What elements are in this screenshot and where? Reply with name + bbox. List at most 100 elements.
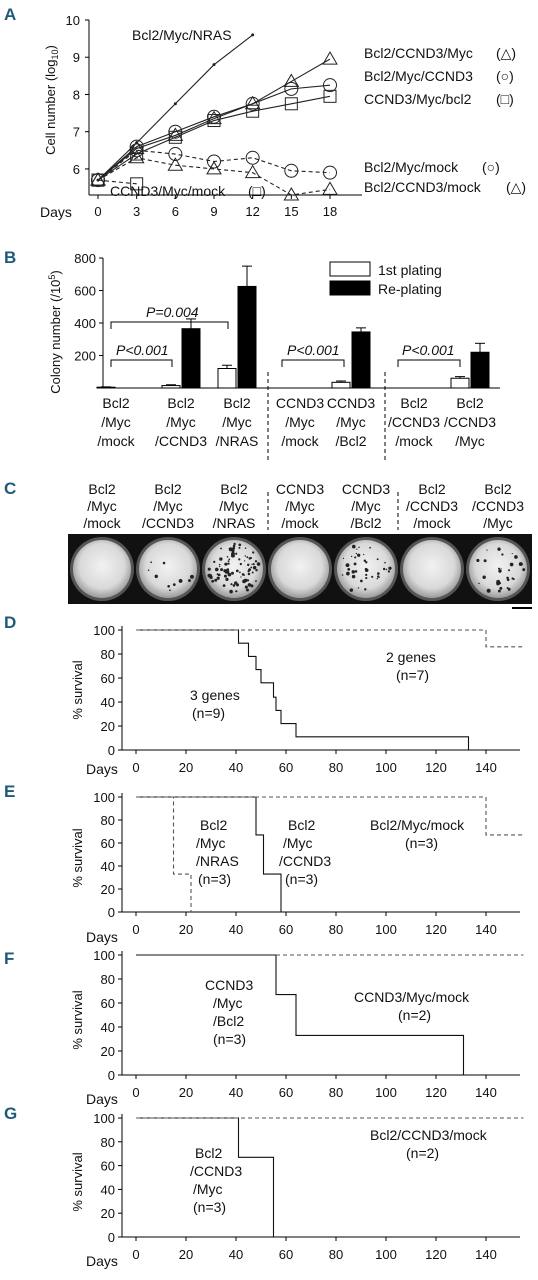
c-well-label: /mock [281,515,319,531]
survival-x-tick-label: 140 [475,922,497,937]
colony-dot [249,556,252,560]
colony-dot [353,562,357,566]
colony-dot [497,547,501,551]
survival-x-tick-label: 20 [179,922,193,937]
a-series-line [97,95,331,181]
colony-dot [243,560,246,562]
colony-dot [231,552,235,556]
a-point-triangle [322,51,338,65]
colony-dot [499,586,503,590]
colony-dot [521,563,524,566]
c-well-label: Bcl2 [484,481,511,497]
colony-dot [486,588,491,593]
survival-y-tick-label: 60 [101,836,115,851]
legend-symbol-triangle-mock: (△) [506,179,526,195]
colony-dot [365,561,368,564]
colony-dot [229,589,233,594]
b-y-tick-label: 800 [74,251,96,266]
survival-curve [136,796,524,836]
colony-dot [248,568,252,572]
colony-dot [382,567,386,571]
c-well-label: Bcl2 [154,481,181,497]
a-point-triangle [244,95,261,110]
series-label-bcl2-ccnd3-mock: Bcl2/CCND3/mock [364,179,482,195]
b-group-label: /CCND3 [388,414,440,430]
panel-b-bars [96,265,490,389]
b-group-label: /mock [395,433,433,449]
colony-dot [231,572,233,574]
survival-x-tick-label: 40 [229,922,243,937]
a-point-square [207,114,221,128]
bar-replating [470,351,490,389]
colony-dot [230,583,233,586]
colony-dot [222,584,226,588]
colony-dot [242,579,246,584]
c-well-label: /mock [83,515,121,531]
colony-dot [220,557,223,560]
a-point-triangle [90,172,106,186]
colony-dot [354,556,357,559]
label-f-n: (n=3) [213,1031,246,1047]
colony-dot [244,555,247,557]
colony-dot [342,557,345,560]
colony-dot [345,563,350,568]
colony-dot [254,566,256,569]
colony-dot [235,590,238,593]
pvalue-2: P<0.001 [116,342,169,358]
colony-dot [233,542,236,546]
colony-dot [501,553,504,556]
a-point-triangle [206,110,222,125]
colony-dot [356,548,358,550]
legend-swatch-first [329,261,371,277]
well [73,540,131,598]
legend-symbol-square: (□) [496,91,514,107]
survival-y-tick-label: 20 [101,1206,115,1221]
a-point-square [284,97,298,111]
label-g-n: (n=3) [193,1199,226,1215]
survival-x-tick-label: 0 [132,1247,139,1262]
a-y-tick-label: 8 [73,87,80,102]
panel-a-series [90,33,338,201]
c-well-label: /Myc [285,498,315,514]
colony-dot [346,571,350,576]
colony-dot [251,563,253,565]
colony-dot [154,574,158,579]
a-point-circle [245,150,260,165]
label-g-mock-n: (n=2) [406,1145,439,1161]
panel-d-letter: D [4,613,16,632]
colony-dot [231,548,235,552]
colony-dot [251,571,254,574]
survival-y-tick-label: 40 [101,859,115,874]
survival-y-tick-label: 100 [93,623,115,638]
series-label-ccnd3-myc-bcl2: CCND3/Myc/bcl2 [364,91,472,107]
b-group-label: Bcl2 [102,395,129,411]
c-well-label: /mock [413,515,451,531]
panel-g-ylabel: % survival [70,1152,85,1211]
c-well-label: /Bcl2 [350,515,381,531]
panel-e-letter: E [4,782,15,801]
a-point-triangle [167,127,184,141]
colony-dot [235,552,238,555]
colony-dot [365,573,368,576]
bar-replating [181,328,201,389]
colony-dot [360,579,363,583]
survival-y-tick-label: 20 [101,719,115,734]
colony-dot [371,575,374,578]
survival-x-tick-label: 80 [329,1247,343,1262]
survival-y-tick-label: 0 [108,743,115,758]
panel-e-xlabel: Days [86,929,118,945]
colony-dot [239,562,242,566]
colony-dot [252,563,255,566]
b-group-label: CCND3 [276,395,324,411]
colony-dot [207,567,211,571]
colony-dot [376,558,379,561]
a-x-tick-label: 3 [133,204,140,219]
well [403,540,461,598]
b-y-tick-label: 200 [74,349,96,364]
a-point-circle [284,163,299,178]
survival-y-tick-label: 0 [108,1068,115,1083]
colony-dot [240,576,242,578]
colony-dot [514,555,518,559]
panel-b-legend: 1st plating Re-plating [329,261,442,297]
a-point-dot [251,33,255,37]
